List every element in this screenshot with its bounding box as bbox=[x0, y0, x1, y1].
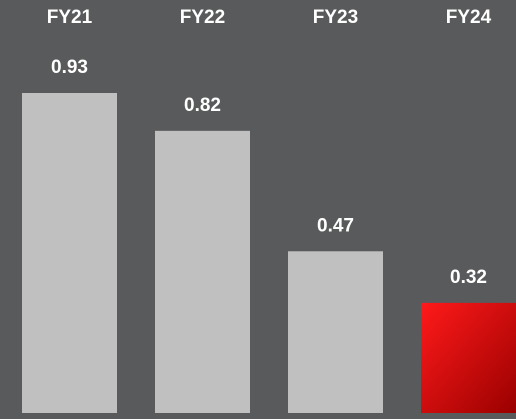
value-label: 0.47 bbox=[317, 215, 354, 236]
category-label: FY21 bbox=[47, 7, 93, 28]
value-label: 0.32 bbox=[450, 267, 487, 288]
value-label: 0.82 bbox=[184, 95, 221, 116]
bar bbox=[22, 93, 117, 413]
bar bbox=[155, 130, 250, 413]
bar bbox=[421, 302, 516, 413]
bar bbox=[288, 251, 383, 413]
value-label: 0.93 bbox=[51, 57, 88, 78]
category-label: FY23 bbox=[313, 7, 358, 28]
category-label: FY24 bbox=[446, 7, 492, 28]
category-label: FY22 bbox=[180, 7, 225, 28]
